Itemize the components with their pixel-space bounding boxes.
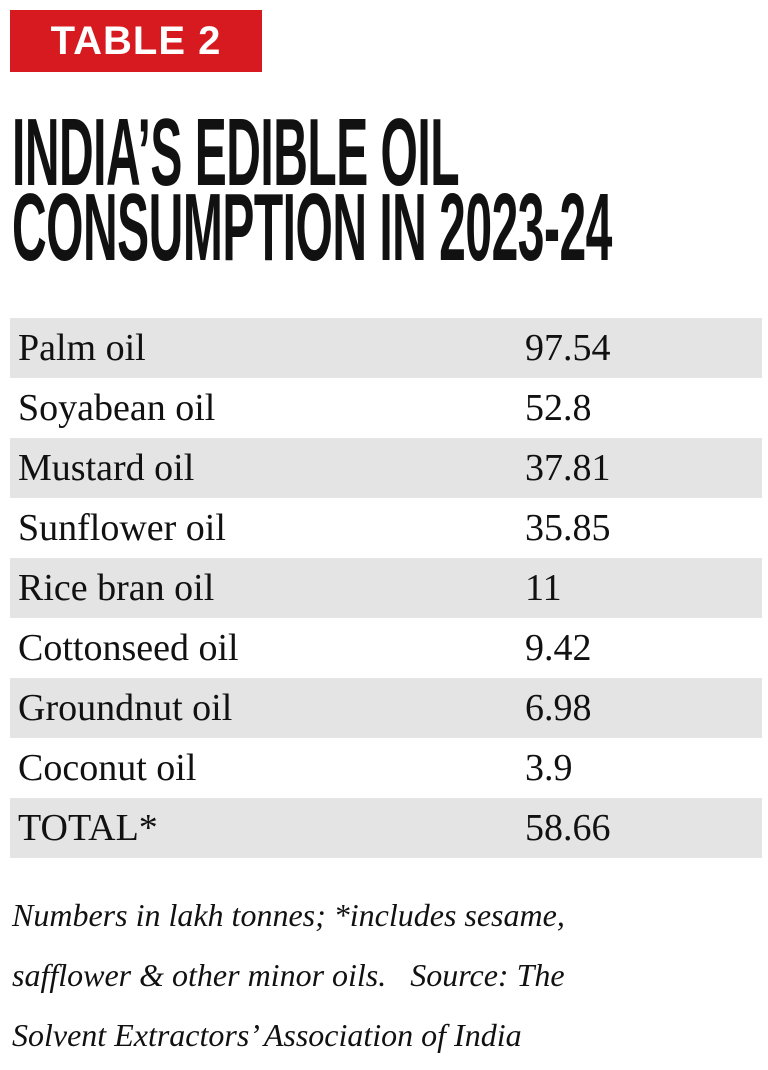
- table: Palm oil 97.54 Soyabean oil 52.8 Mustard oil…: [10, 318, 762, 858]
- oil-value: 9.42: [525, 627, 592, 669]
- oil-name: Coconut oil: [18, 747, 197, 789]
- footnote-line: safflower & other minor oils. Source: Th…: [12, 957, 565, 993]
- footnote-line: Numbers in lakh tonnes; *includes sesame…: [12, 897, 565, 933]
- oil-name: Soyabean oil: [18, 387, 216, 429]
- oil-value: 58.66: [525, 807, 611, 849]
- table-row: Sunflower oil 35.85: [10, 498, 762, 558]
- oil-value: 35.85: [525, 507, 611, 549]
- title-line: CONSUMPTION IN 2023-24: [12, 174, 612, 281]
- table-label: TABLE 2: [10, 10, 262, 72]
- oil-name: Palm oil: [18, 327, 146, 369]
- table-row: Mustard oil 37.81: [10, 438, 762, 498]
- table-row: Coconut oil 3.9: [10, 738, 762, 798]
- oil-name: Mustard oil: [18, 447, 195, 489]
- oil-value: 97.54: [525, 327, 611, 369]
- table-row: Soyabean oil 52.8: [10, 378, 762, 438]
- oil-value: 6.98: [525, 687, 592, 729]
- oil-value: 3.9: [525, 747, 573, 789]
- oil-name: Cottonseed oil: [18, 627, 239, 669]
- table-row: Cottonseed oil 9.42: [10, 618, 762, 678]
- oil-value: 37.81: [525, 447, 611, 489]
- oil-value: 52.8: [525, 387, 592, 429]
- oil-value: 11: [525, 567, 562, 609]
- table-row: Groundnut oil 6.98: [10, 678, 762, 738]
- oil-name: Groundnut oil: [18, 687, 233, 729]
- oil-name: TOTAL*: [18, 807, 158, 849]
- table-row: TOTAL* 58.66: [10, 798, 762, 858]
- footnote-line: Solvent Extractors’ Association of India: [12, 1017, 522, 1053]
- table-row: Palm oil 97.54: [10, 318, 762, 378]
- oil-name: Sunflower oil: [18, 507, 226, 549]
- table-row: Rice bran oil 11: [10, 558, 762, 618]
- oil-name: Rice bran oil: [18, 567, 215, 609]
- title-line: INDIA’S EDIBLE OIL: [12, 99, 460, 206]
